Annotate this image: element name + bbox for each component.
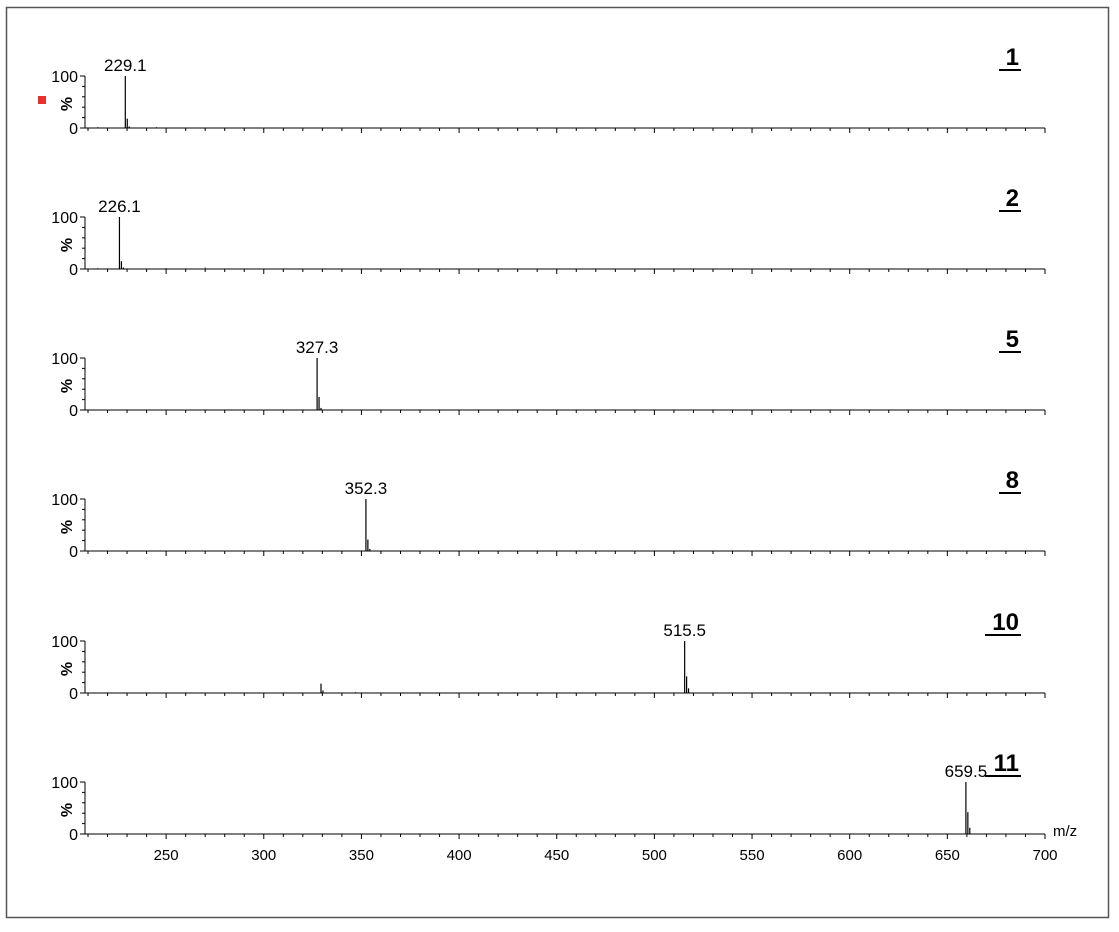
x-tick-label: 650: [935, 847, 960, 864]
compound-label: 1: [1006, 44, 1019, 71]
y-tick-label: 0: [69, 403, 78, 420]
x-tick-label: 600: [837, 847, 862, 864]
base-peak-label: 515.5: [663, 621, 706, 640]
x-tick-label: 250: [154, 847, 179, 864]
y-axis-label: %: [59, 520, 76, 534]
x-tick-label: 500: [642, 847, 667, 864]
y-tick-label: 0: [69, 686, 78, 703]
base-peak-label: 659.5: [945, 762, 988, 781]
x-tick-label: 350: [349, 847, 374, 864]
y-axis-label: %: [59, 662, 76, 676]
base-peak-label: 327.3: [296, 338, 339, 357]
y-tick-label: 100: [51, 351, 78, 368]
x-tick-label: 400: [447, 847, 472, 864]
marker-square: [38, 96, 46, 104]
y-tick-label: 0: [69, 827, 78, 844]
y-tick-label: 0: [69, 544, 78, 561]
compound-label: 2: [1006, 185, 1019, 212]
y-axis-label: %: [59, 97, 76, 111]
y-tick-label: 100: [51, 634, 78, 651]
base-peak-label: 229.1: [104, 56, 147, 75]
x-tick-label: 300: [251, 847, 276, 864]
figure-frame: [5, 6, 1110, 919]
x-tick-label: 700: [1032, 847, 1057, 864]
x-tick-label: 550: [740, 847, 765, 864]
y-axis-label: %: [59, 238, 76, 252]
y-tick-label: 100: [51, 69, 78, 86]
x-axis-label: m/z: [1053, 823, 1077, 840]
y-axis-label: %: [59, 803, 76, 817]
x-tick-label: 450: [544, 847, 569, 864]
y-axis-label: %: [59, 379, 76, 393]
base-peak-label: 352.3: [345, 479, 388, 498]
y-tick-label: 0: [69, 121, 78, 138]
y-tick-label: 0: [69, 262, 78, 279]
y-tick-label: 100: [51, 210, 78, 227]
y-tick-label: 100: [51, 492, 78, 509]
compound-label: 5: [1006, 326, 1019, 353]
compound-label: 8: [1006, 467, 1019, 494]
base-peak-label: 226.1: [98, 197, 141, 216]
compound-label: 11: [994, 750, 1019, 777]
y-tick-label: 100: [51, 775, 78, 792]
compound-label: 10: [992, 609, 1019, 636]
